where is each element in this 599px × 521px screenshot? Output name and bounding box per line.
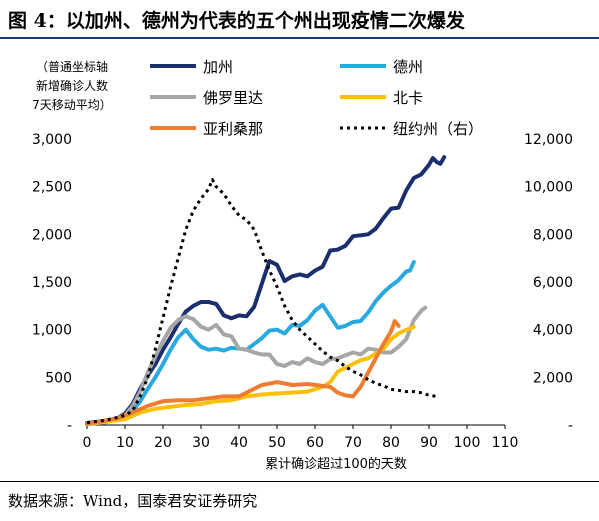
x-tick-label: 50 bbox=[268, 435, 286, 451]
y-axis-note-line-2: 新增确诊人数 bbox=[35, 79, 108, 93]
title-divider bbox=[0, 37, 599, 39]
series-line-4 bbox=[85, 324, 416, 426]
left-y-tick-label: 1,500 bbox=[32, 275, 72, 291]
legend-label-6: 纽约州（右） bbox=[393, 120, 483, 138]
x-tick-label: 90 bbox=[420, 435, 438, 451]
series-line-2 bbox=[85, 260, 416, 426]
figure-title: 图 4：以加州、德州为代表的五个州出现疫情二次爆发 bbox=[8, 10, 465, 32]
x-tick-label: 70 bbox=[344, 435, 362, 451]
x-tick-label: 60 bbox=[306, 435, 324, 451]
series-line-6 bbox=[86, 178, 437, 425]
chart-series bbox=[85, 155, 447, 426]
source-note: 数据来源：Wind，国泰君安证券研究 bbox=[8, 492, 258, 510]
x-tick-label: 0 bbox=[83, 435, 92, 451]
right-y-tick-label: 6,000 bbox=[533, 275, 573, 291]
right-y-tick-label: - bbox=[568, 418, 573, 434]
right-y-tick-label: 4,000 bbox=[533, 323, 573, 339]
left-y-tick-label: - bbox=[67, 418, 72, 434]
left-y-tick-label: 500 bbox=[45, 370, 72, 386]
left-y-tick-label: 3,000 bbox=[32, 132, 72, 148]
x-axis-label: 累计确诊超过100的天数 bbox=[265, 456, 407, 472]
y-axis-note-line-3: 7天移动平均） bbox=[32, 98, 112, 112]
legend-label-1: 加州 bbox=[203, 58, 233, 76]
y-axis-note-line-1: （普通坐标轴 bbox=[35, 60, 108, 74]
x-tick-label: 80 bbox=[382, 435, 400, 451]
series-line-5 bbox=[85, 319, 401, 426]
right-y-tick-label: 8,000 bbox=[533, 227, 573, 243]
x-tick-label: 30 bbox=[192, 435, 210, 451]
series-line-1 bbox=[85, 155, 447, 426]
left-y-tick-label: 1,000 bbox=[32, 323, 72, 339]
legend-label-3: 佛罗里达 bbox=[203, 89, 263, 107]
source-divider bbox=[0, 481, 599, 482]
series-line-3 bbox=[85, 305, 428, 426]
x-tick-label: 20 bbox=[154, 435, 172, 451]
x-tick-label: 40 bbox=[230, 435, 248, 451]
y-axis-note: （普通坐标轴 新增确诊人数 7天移动平均） bbox=[18, 58, 126, 115]
x-tick-label: 10 bbox=[116, 435, 134, 451]
right-y-tick-label: 10,000 bbox=[524, 180, 573, 196]
left-y-tick-label: 2,500 bbox=[32, 180, 72, 196]
chart-axes: 0 10 20 30 40 50 60 70 80 90 100 110 - 500 1,000 1,500 2… bbox=[32, 132, 573, 472]
x-tick-label: 100 bbox=[454, 435, 481, 451]
legend-label-4: 北卡 bbox=[393, 89, 423, 107]
left-y-tick-label: 2,000 bbox=[32, 227, 72, 243]
right-y-tick-label: 12,000 bbox=[524, 132, 573, 148]
legend-label-5: 亚利桑那 bbox=[203, 120, 263, 138]
x-tick-label: 110 bbox=[492, 435, 519, 451]
legend-label-2: 德州 bbox=[393, 58, 423, 76]
right-y-tick-label: 2,000 bbox=[533, 370, 573, 386]
